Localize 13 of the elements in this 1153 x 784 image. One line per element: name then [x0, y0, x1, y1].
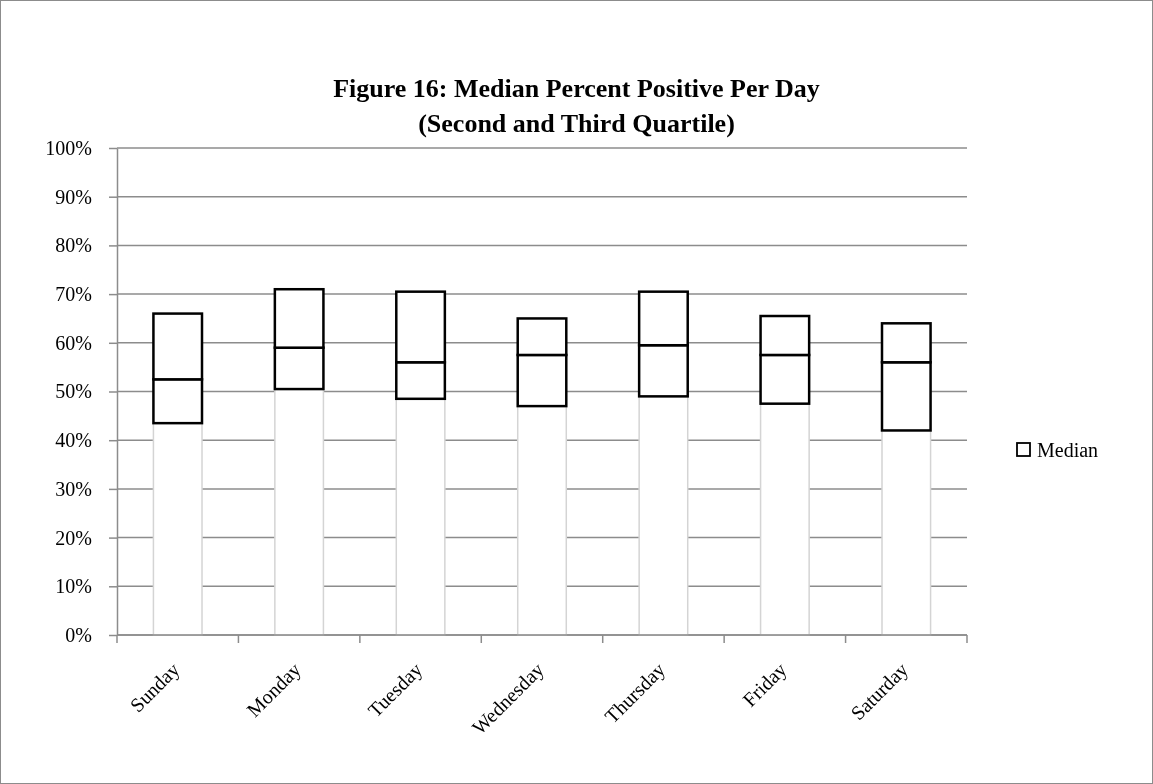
y-tick-label: 80%	[55, 234, 92, 257]
y-tick-label: 30%	[55, 477, 92, 500]
y-tick-label: 60%	[55, 331, 92, 354]
y-tick-label: 90%	[55, 185, 92, 208]
y-tick-label: 70%	[55, 283, 92, 305]
legend-label: Median	[1037, 439, 1099, 461]
y-tick-label: 50%	[55, 380, 92, 403]
y-tick-label: 20%	[55, 526, 92, 549]
y-tick-label: 100%	[45, 136, 92, 159]
y-tick-label: 10%	[55, 575, 92, 598]
y-tick-label: 40%	[55, 429, 92, 452]
chart-title: Figure 16: Median Percent Positive Per Day (Second and Third Quartile)	[333, 74, 820, 138]
y-tick-label: 0%	[65, 623, 92, 646]
